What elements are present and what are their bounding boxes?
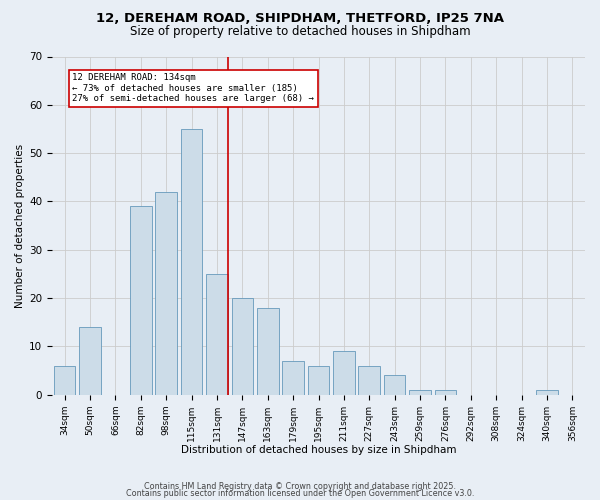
Bar	[79, 327, 101, 394]
Text: Size of property relative to detached houses in Shipdham: Size of property relative to detached ho…	[130, 25, 470, 38]
Text: Contains HM Land Registry data © Crown copyright and database right 2025.: Contains HM Land Registry data © Crown c…	[144, 482, 456, 491]
Text: Contains public sector information licensed under the Open Government Licence v3: Contains public sector information licen…	[126, 489, 474, 498]
Bar	[333, 351, 355, 395]
Bar	[232, 298, 253, 394]
Bar	[358, 366, 380, 394]
Bar	[181, 129, 202, 394]
Text: 12, DEREHAM ROAD, SHIPDHAM, THETFORD, IP25 7NA: 12, DEREHAM ROAD, SHIPDHAM, THETFORD, IP…	[96, 12, 504, 26]
Bar	[155, 192, 177, 394]
Y-axis label: Number of detached properties: Number of detached properties	[15, 144, 25, 308]
Bar	[536, 390, 558, 394]
Bar	[384, 376, 406, 394]
Bar	[130, 206, 152, 394]
X-axis label: Distribution of detached houses by size in Shipdham: Distribution of detached houses by size …	[181, 445, 456, 455]
Bar	[409, 390, 431, 394]
Bar	[206, 274, 228, 394]
Text: 12 DEREHAM ROAD: 134sqm
← 73% of detached houses are smaller (185)
27% of semi-d: 12 DEREHAM ROAD: 134sqm ← 73% of detache…	[73, 74, 314, 103]
Bar	[434, 390, 456, 394]
Bar	[257, 308, 278, 394]
Bar	[308, 366, 329, 394]
Bar	[283, 361, 304, 394]
Bar	[54, 366, 76, 394]
